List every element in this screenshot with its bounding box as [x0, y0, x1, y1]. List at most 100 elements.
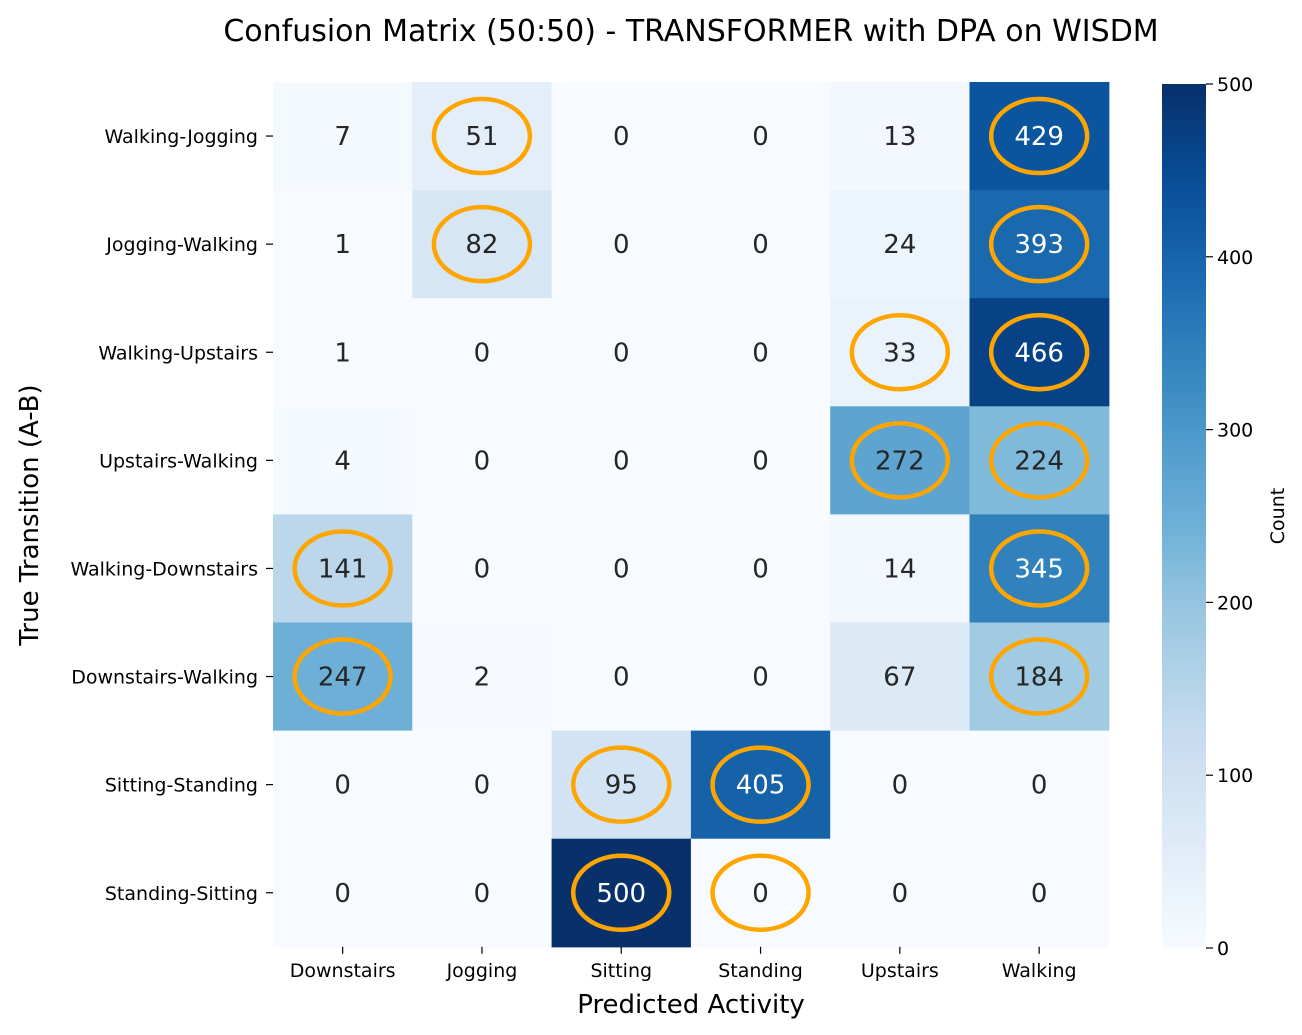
heatmap-cell: [273, 838, 413, 948]
highlight-ellipse: [988, 313, 1090, 392]
cell-value-label: 51: [465, 122, 498, 152]
cell-value-label: 0: [474, 879, 491, 909]
colorbar-tick-label: 400: [1217, 247, 1253, 269]
colorbar-label: Count: [1267, 488, 1289, 544]
heatmap-cell: [690, 514, 831, 624]
heatmap-cell: [551, 514, 692, 624]
heatmap-cell: [273, 82, 413, 191]
heatmap-cell: [830, 730, 971, 840]
colorbar: 0 100 200 300 400 500: [1162, 74, 1253, 960]
heatmap-cell: [551, 190, 692, 299]
highlight-ellipse: [292, 529, 393, 608]
colorbar-tick-label: 300: [1217, 420, 1253, 442]
cell-value-label: 345: [1014, 554, 1064, 584]
x-tick-label: Jogging: [446, 960, 518, 982]
cell-value-label: 0: [892, 879, 909, 909]
cell-value-label: 0: [334, 771, 351, 801]
x-axis-label: Predicted Activity: [577, 990, 805, 1020]
y-tick-label: Walking-Upstairs: [98, 342, 258, 364]
cell-value-label: 0: [752, 663, 769, 693]
y-tick-label: Downstairs-Walking: [71, 667, 258, 689]
heatmap-cell: [690, 190, 831, 299]
cell-value-label: 0: [752, 338, 769, 368]
cell-value-label: 0: [613, 554, 630, 584]
colorbar-tick-label: 100: [1217, 765, 1253, 787]
cell-value-label: 0: [474, 338, 491, 368]
y-axis-ticks: Walking-Jogging Jogging-Walking Walking-Up…: [70, 126, 273, 905]
heatmap-cell: [551, 622, 692, 732]
cell-value-label: 0: [752, 879, 769, 909]
highlight-ellipse: [988, 529, 1090, 608]
highlight-ellipse: [988, 96, 1090, 176]
heatmap-cell: [551, 298, 692, 407]
cell-value-label: 247: [318, 663, 368, 693]
heatmap-cell: [969, 838, 1110, 948]
cell-value-label: 14: [883, 554, 916, 584]
highlight-ellipse: [292, 637, 393, 716]
heatmap-cell: [412, 730, 553, 840]
cell-value-label: 0: [613, 230, 630, 260]
cell-value-label: 1: [334, 230, 351, 260]
highlight-ellipse: [431, 96, 533, 176]
cell-value-label: 0: [752, 122, 769, 152]
x-tick-label: Walking: [1002, 960, 1077, 982]
cell-value-label: 0: [474, 771, 491, 801]
heatmap-cell: [412, 298, 553, 407]
cell-value-label: 272: [875, 446, 925, 476]
y-tick-label: Upstairs-Walking: [99, 450, 258, 472]
heatmap-cell: [412, 622, 553, 732]
highlight-ellipse: [710, 853, 811, 932]
heatmap-cell: [412, 514, 553, 624]
cell-value-label: 500: [596, 879, 646, 909]
heatmap-cell: [273, 190, 413, 299]
cell-value-label: 0: [752, 446, 769, 476]
cell-value-label: 0: [613, 122, 630, 152]
chart-title: Confusion Matrix (50:50) - TRANSFORMER w…: [223, 14, 1158, 49]
x-tick-label: Upstairs: [861, 960, 939, 982]
highlight-ellipse: [571, 853, 672, 932]
highlight-ellipse: [571, 745, 672, 824]
cell-value-label: 0: [892, 771, 909, 801]
highlight-ellipse: [988, 637, 1090, 716]
x-tick-label: Downstairs: [290, 960, 396, 982]
cell-value-label: 0: [334, 879, 351, 909]
heatmap-cell-values: 7 51 0 0 13 429 1 82 0 0 24 393 1 0 0 0 33 466 4 0 0 0 272 224 1…: [318, 122, 1064, 909]
highlight-ellipse: [710, 745, 811, 824]
cell-value-label: 466: [1014, 338, 1064, 368]
cell-value-label: 184: [1014, 663, 1064, 693]
cell-value-label: 141: [318, 554, 368, 584]
cell-value-label: 0: [752, 554, 769, 584]
cell-value-label: 82: [465, 230, 498, 260]
cell-value-label: 0: [1031, 771, 1048, 801]
heatmap-cell: [412, 838, 553, 948]
heatmap-cell: [551, 82, 692, 191]
colorbar-tick-label: 500: [1217, 74, 1253, 96]
y-tick-label: Standing-Sitting: [105, 883, 258, 905]
cell-value-label: 0: [474, 446, 491, 476]
cell-value-label: 0: [1031, 879, 1048, 909]
heatmap-cell: [551, 406, 692, 515]
cell-value-label: 405: [736, 771, 786, 801]
highlight-markers: [292, 96, 1090, 932]
x-tick-label: Sitting: [590, 960, 652, 982]
cell-value-label: 2: [474, 663, 491, 693]
highlight-ellipse: [988, 421, 1090, 500]
heatmap-cell: [830, 514, 971, 624]
cell-value-label: 4: [334, 446, 351, 476]
colorbar-tick-label: 200: [1217, 592, 1253, 614]
cell-value-label: 429: [1014, 122, 1064, 152]
y-tick-label: Walking-Downstairs: [70, 558, 258, 580]
y-tick-label: Walking-Jogging: [104, 126, 258, 148]
heatmap-cell: [830, 190, 971, 299]
heatmap-cell: [830, 838, 971, 948]
cell-value-label: 24: [883, 230, 916, 260]
x-axis-ticks: Downstairs Jogging Sitting Standing Upstairs…: [290, 946, 1077, 982]
heatmap-cell: [690, 82, 831, 191]
cell-value-label: 1: [334, 338, 351, 368]
heatmap-cell: [969, 730, 1110, 840]
cell-value-label: 13: [883, 122, 916, 152]
cell-value-label: 0: [613, 338, 630, 368]
y-tick-label: Sitting-Standing: [105, 775, 258, 797]
colorbar-tick-label: 0: [1217, 938, 1229, 960]
